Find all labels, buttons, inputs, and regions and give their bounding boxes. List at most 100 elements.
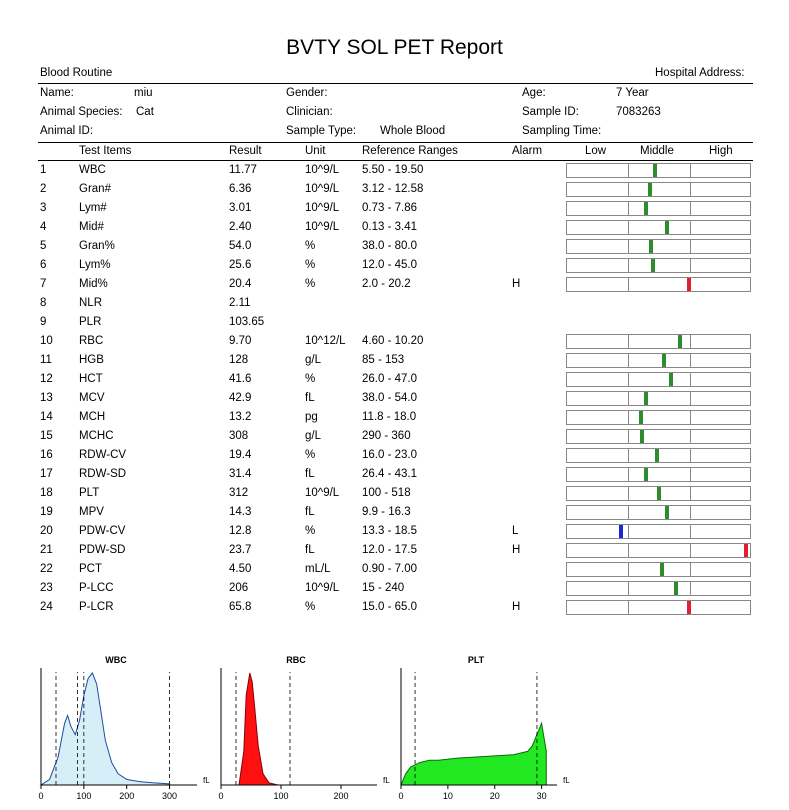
range-divider <box>628 506 629 519</box>
row-reference: 0.73 - 7.86 <box>362 202 417 214</box>
range-indicator <box>566 201 751 216</box>
col-alarm: Alarm <box>512 145 543 157</box>
range-marker <box>657 487 661 500</box>
histogram-tick-label: 100 <box>76 791 91 801</box>
table-row: 5 Gran% 54.0% 38.0 - 80.0 <box>0 237 789 256</box>
histogram-tick-label: 20 <box>490 791 500 801</box>
rbc-histogram-svg: RBC 0 100 200 fL <box>218 655 390 801</box>
range-divider <box>628 335 629 348</box>
header-rule <box>38 83 753 84</box>
range-marker <box>669 373 673 386</box>
row-result: 31.4 <box>229 468 252 480</box>
range-divider <box>690 335 691 348</box>
range-divider <box>690 563 691 576</box>
table-row: 17 RDW-SD 31.4 fL 26.4 - 43.1 <box>0 465 789 484</box>
table-row: 11 HGB 128 g/L 85 - 153 <box>0 351 789 370</box>
histogram-tick-label: 300 <box>162 791 177 801</box>
range-indicator <box>566 410 751 425</box>
range-divider <box>690 354 691 367</box>
row-test-item: Mid% <box>79 278 108 290</box>
table-row: 3 Lym# 3.01 10^9/L 0.73 - 7.86 <box>0 199 789 218</box>
row-number: 23 <box>40 582 53 594</box>
row-result: 25.6 <box>229 259 252 271</box>
range-marker <box>648 183 652 196</box>
range-divider <box>628 411 629 424</box>
col-test-items: Test Items <box>79 145 132 157</box>
row-unit: 10^12/L <box>305 335 346 347</box>
range-divider <box>628 202 629 215</box>
range-divider <box>628 259 629 272</box>
range-marker <box>644 202 648 215</box>
row-result: 9.70 <box>229 335 252 347</box>
wbc-histogram: WBC 0 100 200 300 fL <box>34 650 214 808</box>
row-test-item: Mid# <box>79 221 104 233</box>
gender-label: Gender: <box>286 87 328 99</box>
range-divider <box>628 487 629 500</box>
row-result: 128 <box>229 354 249 366</box>
table-row: 15 MCHC 308 g/L 290 - 360 <box>0 427 789 446</box>
range-divider <box>628 449 629 462</box>
range-indicator <box>566 524 751 539</box>
range-divider <box>628 373 629 386</box>
row-number: 3 <box>40 202 47 214</box>
range-marker <box>660 563 664 576</box>
row-number: 11 <box>40 354 52 366</box>
table-row: 6 Lym% 25.6% 12.0 - 45.0 <box>0 256 789 275</box>
row-result: 54.0 <box>229 240 252 252</box>
row-result: 103.65 <box>229 316 265 328</box>
row-unit: % <box>305 278 316 290</box>
row-number: 14 <box>40 411 53 423</box>
range-indicator <box>566 505 751 520</box>
row-unit: fL <box>305 506 315 518</box>
table-row: 14 MCH 13.2 pg 11.8 - 18.0 <box>0 408 789 427</box>
row-unit: 10^9/L <box>305 487 340 499</box>
row-unit: fL <box>305 544 315 556</box>
species-value: Cat <box>136 106 154 118</box>
range-indicator <box>566 353 751 368</box>
row-number: 5 <box>40 240 47 252</box>
row-number: 13 <box>40 392 53 404</box>
range-indicator <box>566 486 751 501</box>
histogram-tick-label: 30 <box>537 791 547 801</box>
range-marker <box>655 449 659 462</box>
histogram-unit-label: fL <box>203 776 210 785</box>
row-alarm: H <box>512 544 521 556</box>
range-divider <box>628 240 629 253</box>
row-test-item: RBC <box>79 335 104 347</box>
range-marker <box>649 240 653 253</box>
table-row: 12 HCT 41.6% 26.0 - 47.0 <box>0 370 789 389</box>
range-divider <box>690 506 691 519</box>
row-reference: 15.0 - 65.0 <box>362 601 417 613</box>
row-number: 4 <box>40 221 47 233</box>
row-unit: 10^9/L <box>305 221 340 233</box>
range-marker <box>651 259 655 272</box>
row-result: 65.8 <box>229 601 252 613</box>
col-unit: Unit <box>305 145 326 157</box>
wbc-histogram-svg: WBC 0 100 200 300 fL <box>38 655 210 801</box>
row-number: 7 <box>40 278 47 290</box>
range-marker <box>639 411 643 424</box>
range-indicator <box>566 182 751 197</box>
row-unit: 10^9/L <box>305 202 340 214</box>
range-divider <box>690 392 691 405</box>
row-test-item: MCH <box>79 411 106 423</box>
range-marker <box>678 335 682 348</box>
table-row: 13 MCV 42.9 fL 38.0 - 54.0 <box>0 389 789 408</box>
col-low: Low <box>585 145 607 157</box>
range-indicator <box>566 372 751 387</box>
row-test-item: HGB <box>79 354 104 366</box>
row-result: 42.9 <box>229 392 252 404</box>
range-marker <box>665 221 669 234</box>
hospital-address-label: Hospital Address: <box>655 67 745 79</box>
table-row: 19 MPV 14.3 fL 9.9 - 16.3 <box>0 503 789 522</box>
plt-histogram: PLT 0 10 20 30 fL <box>394 650 574 808</box>
row-reference: 13.3 - 18.5 <box>362 525 417 537</box>
row-reference: 12.0 - 45.0 <box>362 259 417 271</box>
range-indicator <box>566 220 751 235</box>
name-label: Name: <box>40 87 74 99</box>
histogram-tick-label: 0 <box>398 791 403 801</box>
histogram-tick-label: 100 <box>273 791 288 801</box>
range-divider <box>628 525 629 538</box>
species-label: Animal Species: <box>40 106 123 118</box>
row-test-item: MCHC <box>79 430 114 442</box>
